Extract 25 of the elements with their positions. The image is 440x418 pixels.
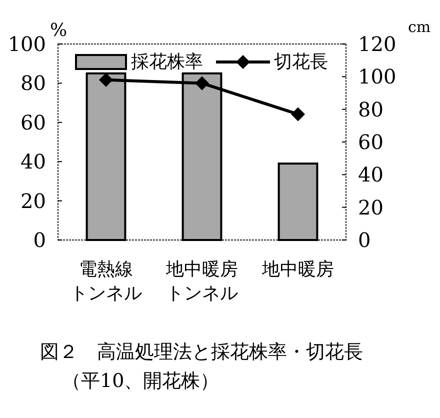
y2-tick-label: 120 (358, 32, 396, 56)
text: 図２ 高温処理法と採花株率・切花長 (40, 341, 363, 363)
y2-tick-label: 80 (358, 97, 384, 122)
y-tick-label: 40 (20, 150, 46, 174)
text: （平10、開花株） (62, 370, 220, 392)
x-tick-label: 電熱線トンネル (70, 259, 142, 304)
y-tick-label: 60 (20, 110, 46, 134)
y2-tick-label: 40 (358, 162, 384, 187)
point (99, 72, 113, 87)
y-axis-title: % (50, 20, 68, 41)
y2-axis-title: cm (408, 18, 431, 36)
y-tick-label: 0 (33, 228, 46, 252)
legend-label: 採花株率 (131, 52, 203, 72)
legend-label: 切花長 (274, 52, 328, 72)
y2-tick-label: 60 (358, 130, 384, 154)
y2-tick-label: 20 (358, 195, 384, 220)
x-tick-label: 地中暖房 (261, 259, 334, 280)
y2-tick-label: 100 (358, 64, 396, 89)
x-tick-label: 地中暖房トンネル (165, 259, 238, 304)
point (291, 107, 305, 122)
y-tick-label: 80 (20, 71, 46, 96)
y2-tick-label: 0 (358, 228, 371, 252)
y-tick-label: 100 (8, 32, 46, 56)
point (195, 76, 209, 90)
y-tick-label: 20 (20, 188, 46, 213)
